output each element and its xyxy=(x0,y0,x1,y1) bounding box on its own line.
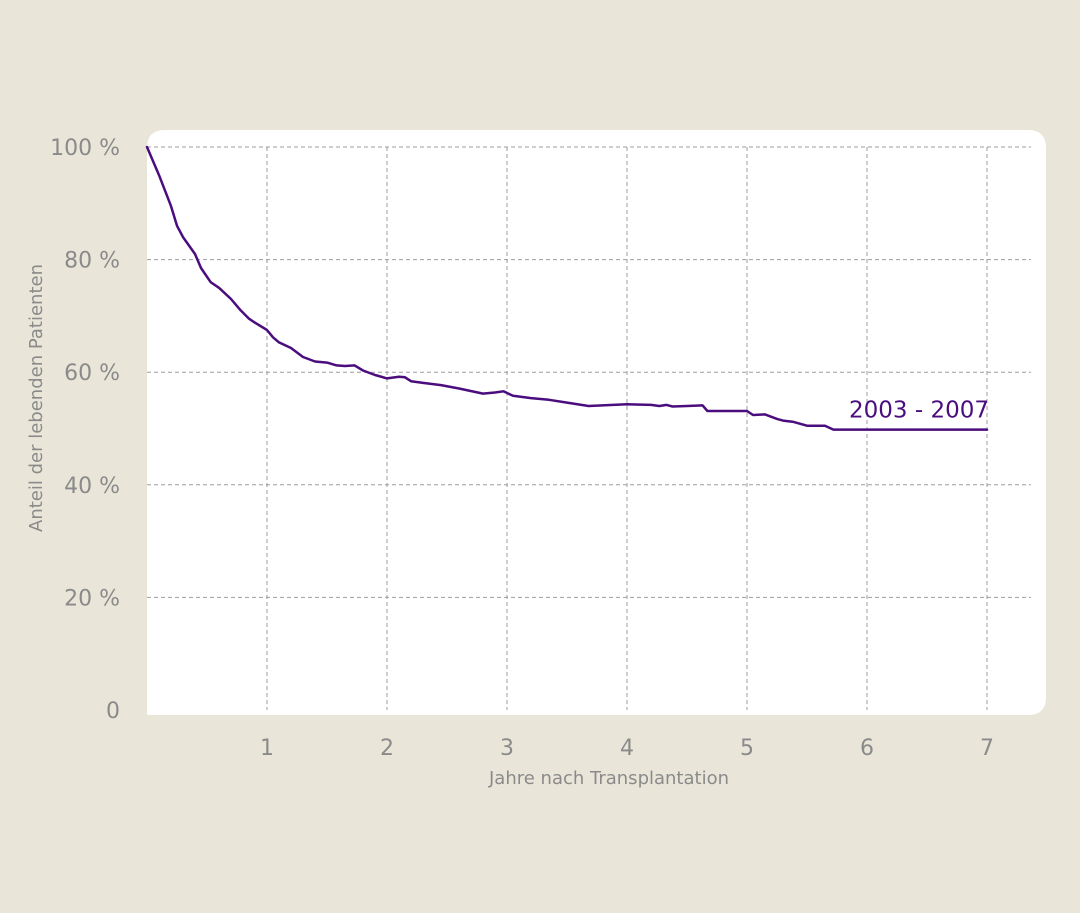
plot-background xyxy=(147,130,1046,715)
y-tick-label-20: 20 % xyxy=(64,586,120,611)
x-tick-label-2: 2 xyxy=(380,736,394,761)
x-axis-ticks: 1 2 3 4 5 6 7 xyxy=(260,736,994,761)
y-tick-label-80: 80 % xyxy=(64,249,120,274)
x-tick-label-7: 7 xyxy=(980,736,994,761)
x-tick-label-3: 3 xyxy=(500,736,514,761)
y-tick-label-0: 0 xyxy=(106,699,120,724)
y-tick-label-40: 40 % xyxy=(64,474,120,499)
series-layer: 2003 - 2007 xyxy=(145,145,989,431)
x-tick-label-1: 1 xyxy=(260,736,274,761)
x-tick-label-4: 4 xyxy=(620,736,634,761)
grid xyxy=(147,146,1031,710)
x-tick-label-6: 6 xyxy=(860,736,874,761)
series-label-0: 2003 - 2007 xyxy=(849,398,989,424)
x-axis-title: Jahre nach Transplantation xyxy=(488,768,729,789)
series-line-0 xyxy=(145,145,989,431)
y-axis-title: Anteil der lebenden Patienten xyxy=(26,264,47,532)
y-tick-label-60: 60 % xyxy=(64,361,120,386)
x-tick-label-5: 5 xyxy=(740,736,754,761)
y-axis-ticks: 0 20 % 40 % 60 % 80 % 100 % xyxy=(50,136,120,724)
y-tick-label-100: 100 % xyxy=(50,136,120,161)
